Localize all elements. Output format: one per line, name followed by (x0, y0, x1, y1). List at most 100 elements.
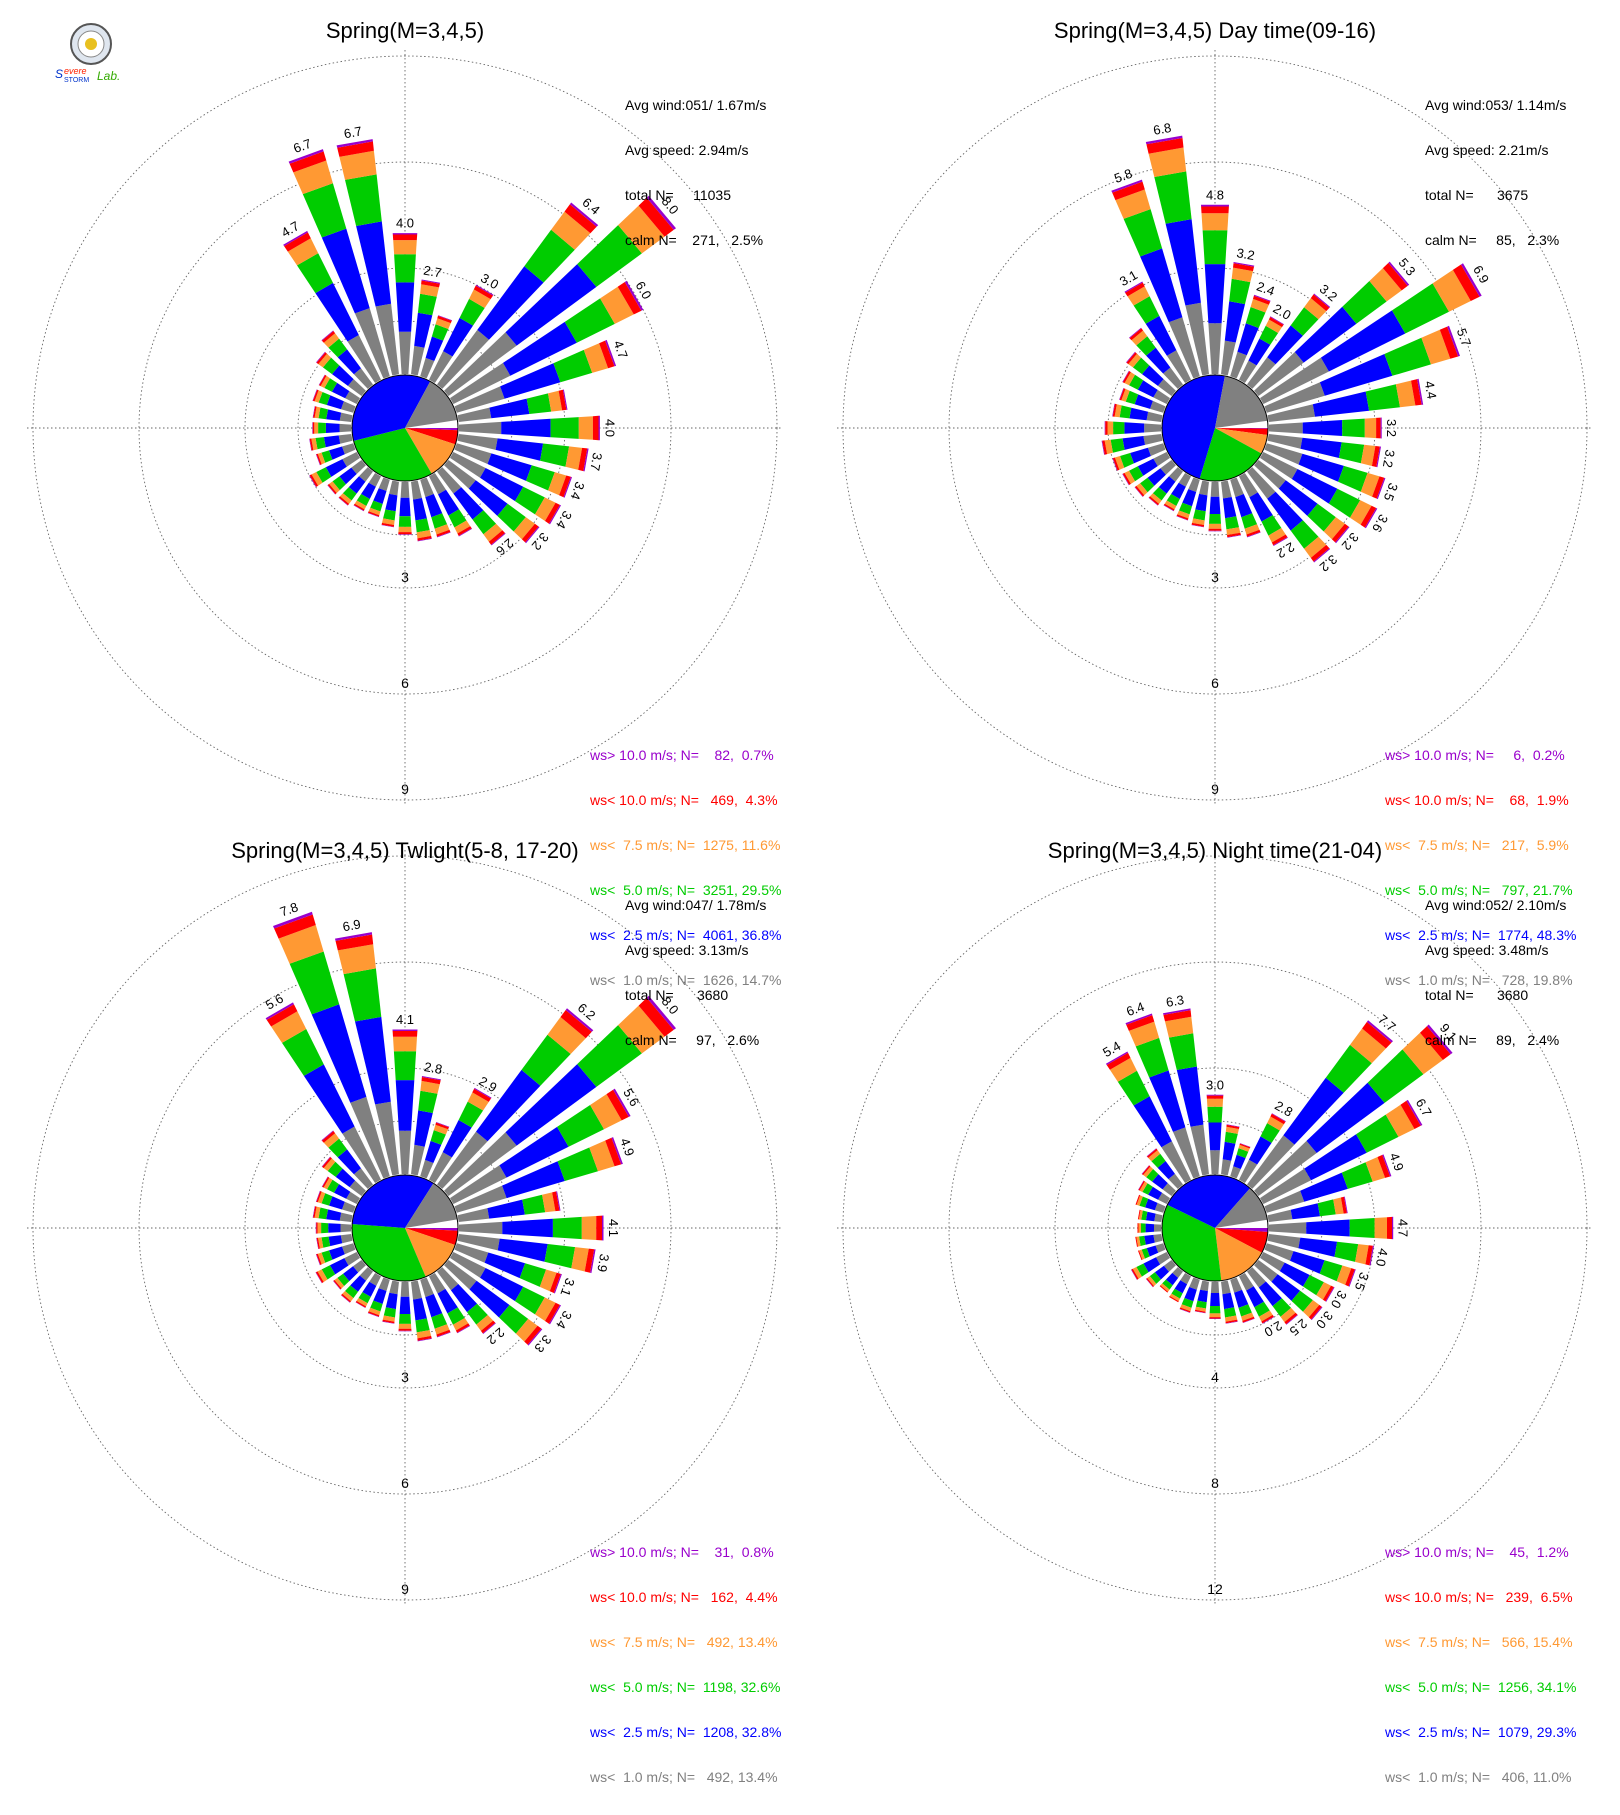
bar-segment-lt25 (396, 282, 414, 331)
bar-segment-lt10ms (459, 1222, 502, 1234)
bar-segment-lt10 (1387, 1217, 1392, 1239)
legend: ws> 10.0 m/s; N= 31, 0.8% ws< 10.0 m/s; … (590, 1515, 781, 1815)
bar-segment-lt10 (393, 1031, 418, 1037)
bar-total-label: 3.5 (1381, 481, 1401, 503)
bar-total-label: 4.1 (606, 1219, 621, 1237)
direction-bar-270 (316, 1222, 351, 1233)
bar-segment-lt50 (418, 1091, 437, 1113)
bar-segment-lt10ms (1221, 1281, 1231, 1295)
bar-segment-lt10ms (1143, 434, 1162, 445)
bar-total-label: 3.2 (1384, 419, 1399, 437)
bar-segment-lt75 (1202, 213, 1229, 230)
bar-segment-lt50 (551, 417, 579, 439)
bar-segment-lt25 (1205, 264, 1226, 323)
bar-total-label: 3.4 (567, 480, 587, 502)
avg-speed: Avg speed: 2.21m/s (1425, 143, 1566, 158)
bar-segment-lt10ms (1221, 1159, 1231, 1175)
bar-segment-lt10ms (1144, 424, 1161, 433)
bar-segment-lt50 (415, 1318, 429, 1332)
calm-n: calm N= 271, 2.5% (625, 233, 766, 248)
bar-total-label: 7.8 (278, 899, 300, 919)
bar-total-label: 5.7 (1454, 326, 1474, 348)
bar-segment-lt50 (1318, 1199, 1336, 1216)
bar-segment-lt75 (579, 416, 593, 440)
bar-total-label: 4.7 (1396, 1219, 1411, 1237)
bar-segment-lt25 (1144, 1235, 1155, 1245)
bar-segment-lt10 (1138, 1223, 1139, 1233)
legend-entry-gt10: ws> 10.0 m/s; N= 82, 0.7% (590, 748, 781, 763)
bar-segment-gt10 (1209, 531, 1222, 532)
bar-segment-lt10 (1201, 207, 1229, 214)
speed-pie (1162, 1175, 1268, 1281)
direction-bar-0: 4.0 (393, 216, 418, 374)
svg-text:Lab.: Lab. (97, 69, 120, 83)
bar-segment-gt10 (1207, 1095, 1224, 1096)
bar-total-label: 3.2 (1235, 245, 1255, 263)
bar-segment-lt10ms (411, 1281, 422, 1300)
bar-total-label: 3.0 (1206, 1078, 1224, 1093)
summary-stats: Avg wind:051/ 1.67m/s Avg speed: 2.94m/s… (625, 68, 766, 278)
bar-segment-lt25 (489, 399, 529, 419)
bar-segment-lt10ms (1208, 323, 1221, 374)
bar-segment-lt50 (527, 393, 552, 414)
avg-wind: Avg wind:052/ 2.10m/s (1425, 898, 1566, 913)
bar-segment-lt50 (418, 294, 437, 315)
bar-segment-lt25 (400, 1297, 411, 1314)
bar-segment-lt25 (1223, 1142, 1236, 1161)
bar-segment-lt50 (1113, 422, 1124, 435)
bar-segment-lt10ms (341, 1234, 353, 1243)
total-n: total N= 3680 (1425, 988, 1566, 1003)
total-n: total N= 3675 (1425, 188, 1566, 203)
bar-segment-lt25 (414, 313, 432, 348)
legend: ws> 10.0 m/s; N= 45, 1.2% ws< 10.0 m/s; … (1385, 1515, 1576, 1815)
bar-segment-lt75 (314, 422, 318, 433)
bar-segment-lt25 (1195, 494, 1207, 511)
legend-entry-lt50: ws< 5.0 m/s; N= 1198, 32.6% (590, 1680, 781, 1695)
bar-segment-lt50 (344, 968, 382, 1021)
bar-segment-gt10 (399, 1331, 412, 1332)
bar-segment-lt10ms (459, 422, 501, 434)
bar-total-label: 3.9 (594, 1253, 612, 1273)
bar-segment-gt10 (393, 1030, 418, 1032)
bar-segment-lt75 (398, 527, 411, 532)
bar-segment-lt25 (1222, 1293, 1234, 1309)
bar-segment-lt10ms (1211, 1282, 1219, 1293)
bar-segment-lt50 (1141, 1223, 1146, 1232)
bar-total-label: 4.4 (1422, 380, 1440, 400)
speed-pie (1162, 375, 1268, 481)
bar-segment-lt10ms (1221, 481, 1232, 499)
bar-segment-lt50 (318, 423, 326, 434)
bar-segment-lt50 (1229, 279, 1250, 304)
bar-total-label: 6.4 (1124, 999, 1146, 1019)
chart-title: Spring(M=3,4,5) Night time(21-04) (810, 838, 1620, 864)
bar-segment-lt25 (1208, 1123, 1221, 1151)
bar-total-label: 4.1 (396, 1012, 414, 1027)
direction-bar-90: 3.2 (1269, 418, 1399, 439)
bar-segment-gt10 (602, 1216, 604, 1241)
svg-text:STORM: STORM (64, 77, 89, 84)
bar-segment-lt25 (399, 498, 410, 517)
bar-segment-lt10 (1376, 418, 1381, 439)
bar-segment-lt50 (540, 444, 569, 467)
bar-segment-lt25 (396, 1080, 415, 1131)
legend-entry-lt1: ws< 1.0 m/s; N= 406, 11.0% (1385, 1770, 1576, 1785)
bar-segment-lt50 (1350, 1218, 1375, 1238)
bar-segment-lt50 (545, 1244, 576, 1268)
bar-segment-lt50 (1203, 230, 1228, 264)
bar-segment-lt10 (596, 1216, 602, 1241)
bar-segment-lt10ms (339, 434, 353, 444)
direction-bar-270 (1105, 421, 1161, 435)
bar-segment-lt25 (425, 1141, 441, 1163)
direction-bar-180 (398, 482, 411, 535)
summary-stats: Avg wind:047/ 1.78m/s Avg speed: 3.13m/s… (625, 868, 766, 1078)
bar-segment-gt10 (1381, 418, 1382, 439)
bar-segment-lt50 (522, 1195, 545, 1215)
legend-entry-lt10: ws< 10.0 m/s; N= 469, 4.3% (590, 793, 781, 808)
calm-n: calm N= 97, 2.6% (625, 1033, 766, 1048)
bar-segment-lt25 (328, 1223, 340, 1233)
bar-segment-lt10ms (1269, 423, 1303, 434)
bar-segment-lt10ms (340, 424, 352, 432)
bar-segment-lt25 (324, 435, 340, 447)
